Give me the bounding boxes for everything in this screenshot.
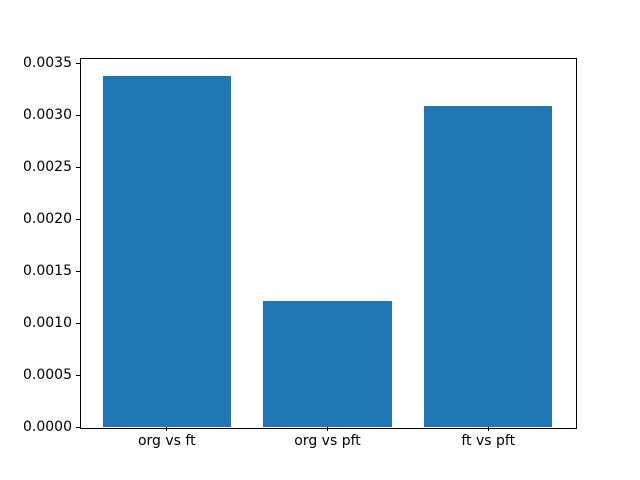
y-axis-tick-label: 0.0035 <box>23 55 72 72</box>
bar-org-vs-ft <box>102 75 232 427</box>
y-axis-tick-mark <box>76 270 80 272</box>
x-axis-tick-label: org vs pft <box>294 433 361 449</box>
y-axis-tick-label: 0.0010 <box>23 315 72 332</box>
y-axis-tick-mark <box>76 114 80 116</box>
y-axis-tick-label: 0.0005 <box>23 367 72 383</box>
y-axis-tick-label: 0.0015 <box>23 263 72 280</box>
y-axis-tick-label: 0.0020 <box>23 211 72 228</box>
x-axis-tick-label: org vs ft <box>137 433 196 449</box>
y-axis-tick-mark <box>76 426 80 428</box>
x-axis-tick-label: ft vs pft <box>461 433 516 449</box>
y-axis-tick-mark <box>76 374 80 376</box>
y-axis-tick-mark <box>76 62 80 64</box>
x-axis-tick-mark <box>327 427 328 431</box>
y-axis-tick-mark <box>76 166 80 168</box>
x-axis-tick-mark <box>166 427 168 431</box>
bar-org-vs-pft <box>263 301 392 427</box>
x-axis-tick-mark <box>487 427 489 431</box>
y-axis-tick-mark <box>76 322 80 324</box>
y-axis-tick-mark <box>76 218 80 220</box>
y-axis-tick-label: 0.0030 <box>23 107 72 124</box>
bar-ft-vs-pft <box>423 105 553 427</box>
y-axis-tick-label: 0.0000 <box>23 419 72 435</box>
y-axis-tick-label: 0.0025 <box>23 159 72 176</box>
